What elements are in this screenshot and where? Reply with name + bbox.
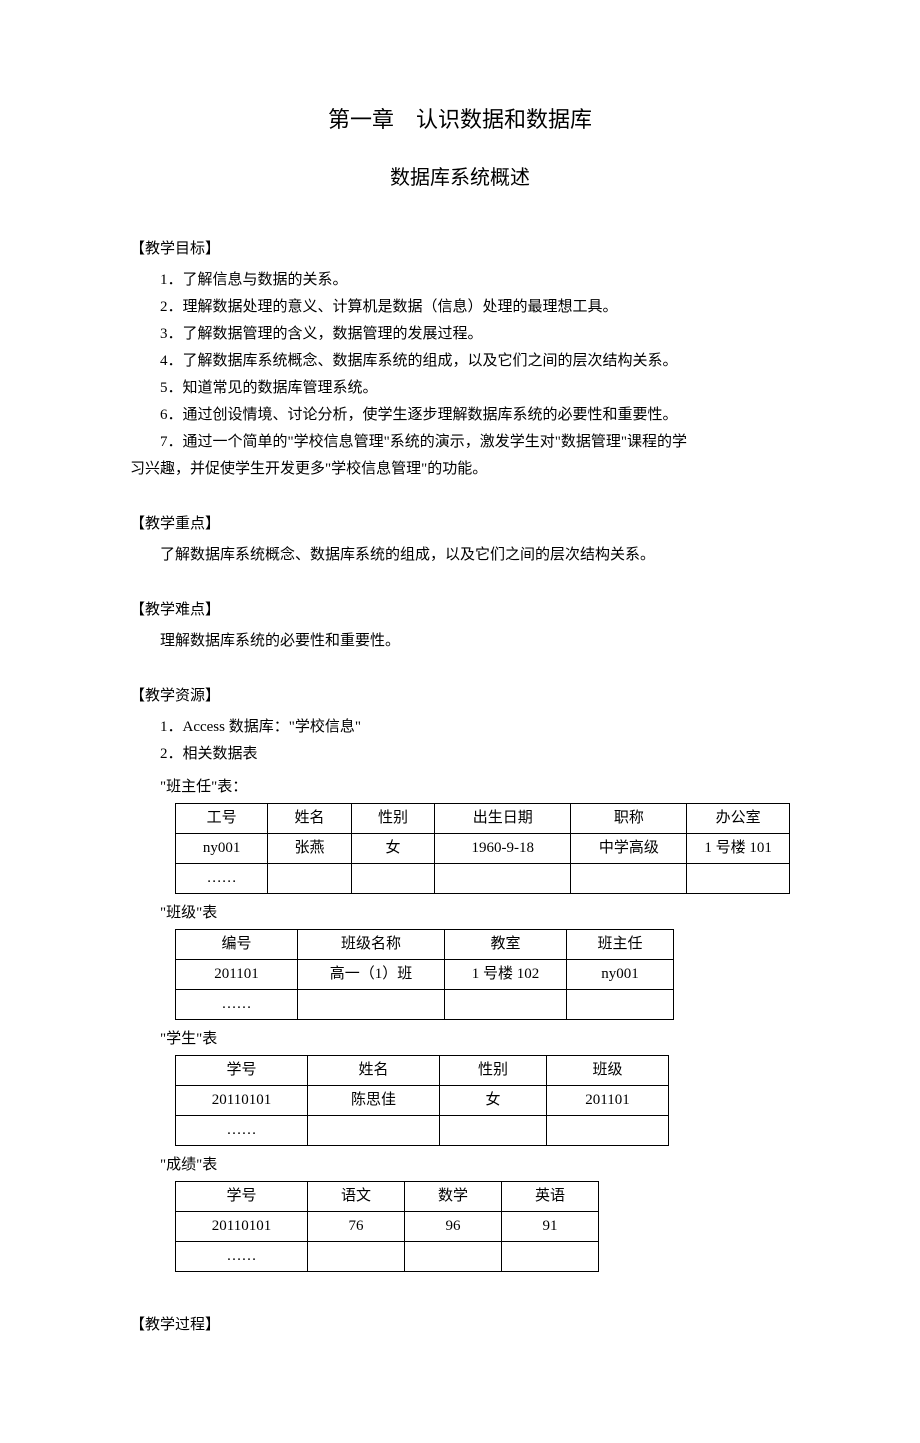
teacher-table: 工号 姓名 性别 出生日期 职称 办公室 ny001 张燕 女 1960-9-1… <box>175 803 790 894</box>
table-cell <box>502 1241 599 1271</box>
table-cell: 201101 <box>176 959 298 989</box>
table-label-class: "班级"表 <box>130 900 790 927</box>
table-header: 学号 <box>176 1055 308 1085</box>
table-header: 姓名 <box>308 1055 440 1085</box>
table-cell: 96 <box>405 1211 502 1241</box>
table-cell <box>547 1115 669 1145</box>
table-cell <box>435 863 571 893</box>
table-header: 学号 <box>176 1181 308 1211</box>
section-header-process: 【教学过程】 <box>130 1312 790 1339</box>
goal-item: 6．通过创设情境、讨论分析，使学生逐步理解数据库系统的必要性和重要性。 <box>130 402 790 429</box>
table-header: 教室 <box>445 929 567 959</box>
table-cell: 20110101 <box>176 1211 308 1241</box>
table-cell: 1960-9-18 <box>435 833 571 863</box>
table-cell: 91 <box>502 1211 599 1241</box>
table-label-score: "成绩"表 <box>130 1152 790 1179</box>
difficulty-body: 理解数据库系统的必要性和重要性。 <box>130 628 790 655</box>
table-cell <box>440 1115 547 1145</box>
goal-item: 2．理解数据处理的意义、计算机是数据（信息）处理的最理想工具。 <box>130 294 790 321</box>
table-header: 职称 <box>571 803 687 833</box>
table-cell: ny001 <box>176 833 268 863</box>
resource-item: 2．相关数据表 <box>130 741 790 768</box>
table-cell: 76 <box>308 1211 405 1241</box>
table-cell: 1 号楼 101 <box>687 833 790 863</box>
table-cell <box>308 1115 440 1145</box>
section-header-focus: 【教学重点】 <box>130 511 790 538</box>
section-header-resources: 【教学资源】 <box>130 683 790 710</box>
section-header-difficulty: 【教学难点】 <box>130 597 790 624</box>
table-header: 语文 <box>308 1181 405 1211</box>
table-header: 英语 <box>502 1181 599 1211</box>
table-header-row: 编号 班级名称 教室 班主任 <box>176 929 674 959</box>
goal-item: 7．通过一个简单的"学校信息管理"系统的演示，激发学生对"数据管理"课程的学 <box>130 429 790 456</box>
table-cell: 女 <box>440 1085 547 1115</box>
table-cell <box>298 989 445 1019</box>
goal-item: 3．了解数据管理的含义，数据管理的发展过程。 <box>130 321 790 348</box>
table-cell: 陈思佳 <box>308 1085 440 1115</box>
table-header: 数学 <box>405 1181 502 1211</box>
table-cell: 张燕 <box>268 833 351 863</box>
table-cell <box>687 863 790 893</box>
section-header-goal: 【教学目标】 <box>130 236 790 263</box>
table-cell: 201101 <box>547 1085 669 1115</box>
chapter-title: 第一章 认识数据和数据库 <box>130 100 790 140</box>
table-row: 20110101 陈思佳 女 201101 <box>176 1085 669 1115</box>
table-header: 班级 <box>547 1055 669 1085</box>
table-header: 班主任 <box>567 929 674 959</box>
table-cell <box>351 863 434 893</box>
table-row: ny001 张燕 女 1960-9-18 中学高级 1 号楼 101 <box>176 833 790 863</box>
goal-item: 5．知道常见的数据库管理系统。 <box>130 375 790 402</box>
table-cell <box>308 1241 405 1271</box>
table-cell: …… <box>176 1241 308 1271</box>
table-header-row: 学号 语文 数学 英语 <box>176 1181 599 1211</box>
table-cell: …… <box>176 863 268 893</box>
table-cell: …… <box>176 989 298 1019</box>
score-table: 学号 语文 数学 英语 20110101 76 96 91 …… <box>175 1181 599 1272</box>
student-table: 学号 姓名 性别 班级 20110101 陈思佳 女 201101 …… <box>175 1055 669 1146</box>
table-cell: 中学高级 <box>571 833 687 863</box>
table-header: 姓名 <box>268 803 351 833</box>
table-header: 性别 <box>351 803 434 833</box>
table-header: 编号 <box>176 929 298 959</box>
class-table: 编号 班级名称 教室 班主任 201101 高一（1）班 1 号楼 102 ny… <box>175 929 674 1020</box>
table-header-row: 学号 姓名 性别 班级 <box>176 1055 669 1085</box>
table-row: …… <box>176 1241 599 1271</box>
goal-item: 4．了解数据库系统概念、数据库系统的组成，以及它们之间的层次结构关系。 <box>130 348 790 375</box>
table-row: 201101 高一（1）班 1 号楼 102 ny001 <box>176 959 674 989</box>
goal-item: 1．了解信息与数据的关系。 <box>130 267 790 294</box>
table-cell <box>567 989 674 1019</box>
table-cell: 20110101 <box>176 1085 308 1115</box>
section-title: 数据库系统概述 <box>130 160 790 196</box>
table-row: …… <box>176 989 674 1019</box>
table-header: 班级名称 <box>298 929 445 959</box>
table-cell <box>268 863 351 893</box>
table-header: 工号 <box>176 803 268 833</box>
resource-item: 1．Access 数据库："学校信息" <box>130 714 790 741</box>
focus-body: 了解数据库系统概念、数据库系统的组成，以及它们之间的层次结构关系。 <box>130 542 790 569</box>
table-label-teacher: "班主任"表： <box>130 774 790 801</box>
table-cell: …… <box>176 1115 308 1145</box>
table-row: 20110101 76 96 91 <box>176 1211 599 1241</box>
table-header: 办公室 <box>687 803 790 833</box>
table-header-row: 工号 姓名 性别 出生日期 职称 办公室 <box>176 803 790 833</box>
table-label-student: "学生"表 <box>130 1026 790 1053</box>
table-cell <box>571 863 687 893</box>
table-cell <box>405 1241 502 1271</box>
table-cell: 高一（1）班 <box>298 959 445 989</box>
table-row: …… <box>176 1115 669 1145</box>
table-cell <box>445 989 567 1019</box>
table-header: 性别 <box>440 1055 547 1085</box>
table-cell: 1 号楼 102 <box>445 959 567 989</box>
table-row: …… <box>176 863 790 893</box>
table-cell: 女 <box>351 833 434 863</box>
goal-item-cont: 习兴趣，并促使学生开发更多"学校信息管理"的功能。 <box>130 456 790 483</box>
table-header: 出生日期 <box>435 803 571 833</box>
table-cell: ny001 <box>567 959 674 989</box>
